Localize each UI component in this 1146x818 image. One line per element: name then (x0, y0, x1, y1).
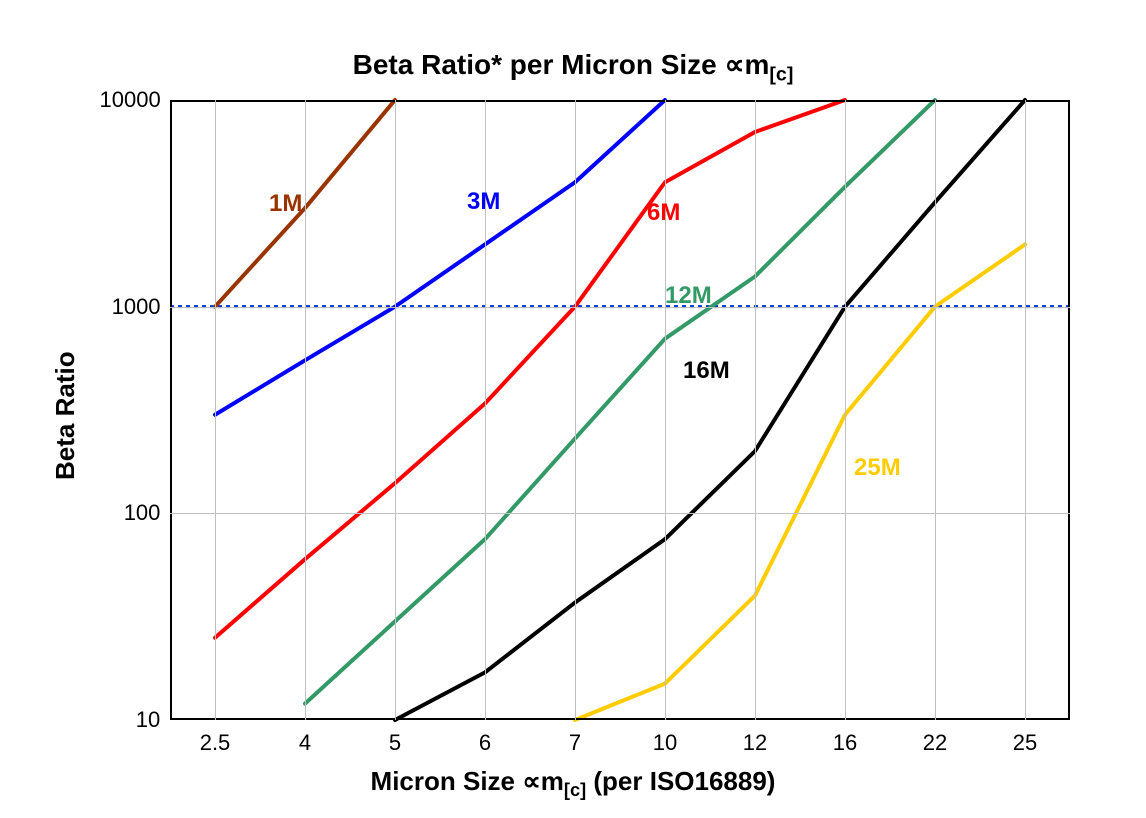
vertical-gridline (1025, 100, 1026, 720)
series-line-3m (215, 100, 665, 415)
series-line-12m (305, 100, 935, 704)
series-label-16m: 16M (683, 357, 730, 385)
series-label-25m: 25M (854, 454, 901, 482)
horizontal-gridline (170, 307, 1070, 308)
y-tick-label: 1000 (112, 294, 161, 320)
x-tick-label: 7 (569, 730, 581, 756)
chart-title: Beta Ratio* per Micron Size ∝m[c] (0, 48, 1146, 87)
vertical-gridline (575, 100, 576, 720)
x-tick-label: 16 (833, 730, 857, 756)
y-tick-label: 10000 (100, 87, 161, 113)
x-tick-label: 6 (479, 730, 491, 756)
vertical-gridline (395, 100, 396, 720)
series-label-6m: 6M (647, 199, 680, 227)
y-tick-label: 100 (124, 500, 161, 526)
vertical-gridline (755, 100, 756, 720)
series-label-3m: 3M (467, 188, 500, 216)
vertical-gridline (305, 100, 306, 720)
vertical-gridline (845, 100, 846, 720)
x-tick-label: 5 (389, 730, 401, 756)
y-axis-label: Beta Ratio (50, 351, 81, 480)
x-tick-label: 4 (299, 730, 311, 756)
vertical-gridline (215, 100, 216, 720)
series-line-25m (575, 244, 1025, 720)
horizontal-gridline (170, 513, 1070, 514)
x-axis-label: Micron Size ∝m[c] (per ISO16889) (0, 766, 1146, 801)
series-label-1m: 1M (269, 190, 302, 218)
x-tick-label: 2.5 (200, 730, 231, 756)
x-tick-label: 10 (653, 730, 677, 756)
x-tick-label: 25 (1013, 730, 1037, 756)
series-line-6m (215, 100, 845, 638)
plot-area (170, 100, 1070, 720)
x-tick-label: 12 (743, 730, 767, 756)
vertical-gridline (935, 100, 936, 720)
beta-ratio-chart: Beta Ratio* per Micron Size ∝m[c] Beta R… (0, 0, 1146, 818)
y-tick-label: 10 (136, 707, 160, 733)
x-tick-label: 22 (923, 730, 947, 756)
vertical-gridline (665, 100, 666, 720)
series-label-12m: 12M (665, 282, 712, 310)
